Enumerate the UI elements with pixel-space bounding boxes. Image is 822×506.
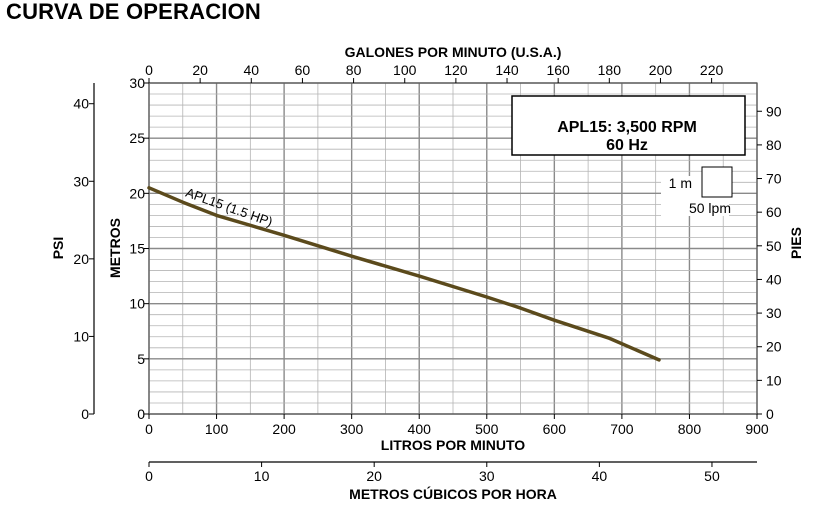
x-bottom-tick-label: 400	[408, 421, 432, 437]
x-m3h-tick-label: 0	[145, 468, 153, 484]
scale-key-square	[701, 166, 733, 198]
pump-curve-line	[147, 186, 661, 362]
y-right-tick-label: 60	[766, 204, 782, 220]
x-top-tick-label: 80	[346, 62, 362, 78]
y-right-tick-label: 90	[766, 103, 782, 119]
y-psi-tick-label: 0	[81, 406, 89, 422]
y-right-tick-label: 30	[766, 305, 782, 321]
x-m3h-tick-label: 30	[479, 468, 495, 484]
x-bottom-tick-label: 500	[475, 421, 499, 437]
x-bottom-tick-label: 300	[340, 421, 364, 437]
axis-titles: GALONES POR MINUTO (U.S.A.) LITROS POR MI…	[50, 44, 804, 502]
y-psi-tick-label: 10	[73, 328, 89, 344]
legend-line-1: APL15: 3,500 RPM	[557, 119, 697, 136]
grid-scale-key: 1 m 50 lpm	[661, 166, 733, 216]
y-right-tick-label: 10	[766, 372, 782, 388]
x-top-tick-label: 120	[444, 62, 468, 78]
y-left-tick-label: 30	[129, 75, 145, 91]
y-right-tick-label: 80	[766, 137, 782, 153]
x-top-tick-label: 60	[295, 62, 311, 78]
y-psi-tick-label: 30	[73, 173, 89, 189]
x-m3h-tick-label: 50	[704, 468, 720, 484]
x-bottom-axis-title: LITROS POR MINUTO	[381, 437, 526, 453]
y-right-tick-label: 0	[766, 406, 774, 422]
y-left-tick-label: 0	[137, 406, 145, 422]
x-bottom-tick-label: 700	[610, 421, 634, 437]
y-left-tick-label: 20	[129, 185, 145, 201]
legend-line-2: 60 Hz	[606, 137, 648, 154]
x-m3h-tick-label: 40	[592, 468, 608, 484]
x-top-tick-label: 200	[649, 62, 673, 78]
page-title: CURVA DE OPERACION	[6, 0, 261, 24]
x-bottom-tick-label: 0	[145, 421, 153, 437]
y-left-axis-title: METROS	[107, 218, 123, 278]
x-top-tick-label: 100	[393, 62, 417, 78]
x-top-axis-title: GALONES POR MINUTO (U.S.A.)	[345, 44, 562, 60]
x-bottom-tick-label: 900	[745, 421, 769, 437]
y-right-tick-label: 20	[766, 339, 782, 355]
x-bottom-tick-label: 200	[272, 421, 296, 437]
y-right-tick-label: 50	[766, 238, 782, 254]
x-top-tick-label: 180	[598, 62, 622, 78]
legend-box	[511, 95, 746, 156]
x-top-tick-label: 220	[700, 62, 724, 78]
y-right-tick-label: 70	[766, 171, 782, 187]
x-top-tick-label: 20	[192, 62, 208, 78]
x-top-tick-label: 160	[546, 62, 570, 78]
x-bottom-tick-label: 100	[205, 421, 229, 437]
y-left-tick-label: 5	[137, 351, 145, 367]
y-left-tick-label: 10	[129, 296, 145, 312]
x-top-tick-label: 0	[145, 62, 153, 78]
y-right-tick-label: 40	[766, 271, 782, 287]
x-top-tick-label: 40	[244, 62, 260, 78]
y-psi-tick-label: 40	[73, 96, 89, 112]
x-bottom-tick-label: 600	[543, 421, 567, 437]
y-psi-tick-label: 20	[73, 251, 89, 267]
x-top-tick-label: 140	[495, 62, 519, 78]
series-layer: APL15 (1.5 HP)	[147, 185, 661, 362]
x-m3h-tick-label: 20	[366, 468, 382, 484]
y-left-tick-label: 25	[129, 130, 145, 146]
x-m3h-tick-label: 10	[254, 468, 270, 484]
axes	[89, 78, 762, 467]
scale-key-vertical-label: 1 m	[669, 175, 692, 191]
scale-key-horizontal-label: 50 lpm	[689, 200, 731, 216]
x-m3h-axis-title: METROS CÚBICOS POR HORA	[349, 485, 557, 502]
y-right-axis-title: PIES	[788, 227, 804, 259]
y-left-tick-label: 15	[129, 241, 145, 257]
x-bottom-tick-label: 800	[678, 421, 702, 437]
y-psi-axis-title: PSI	[50, 237, 66, 260]
